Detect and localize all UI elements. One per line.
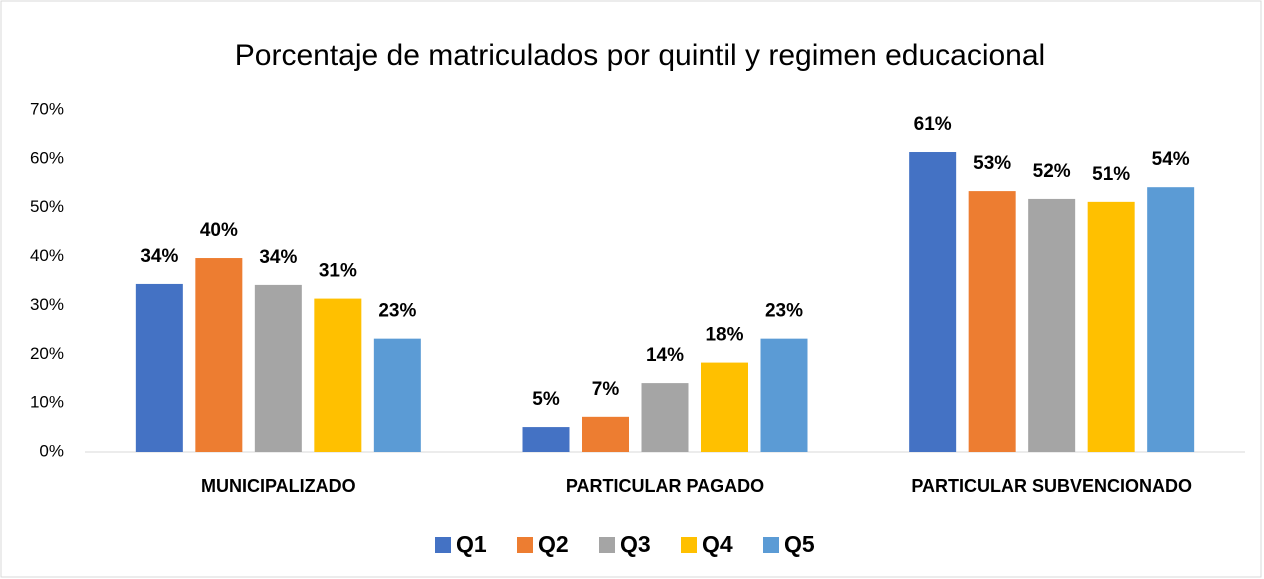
value-label: 5% [532, 389, 560, 410]
legend-swatch [435, 537, 451, 553]
x-tick-label: PARTICULAR SUBVENCIONADO [911, 476, 1192, 496]
y-tick-label: 40% [30, 246, 64, 265]
value-label: 54% [1152, 149, 1190, 170]
value-label: 40% [200, 220, 238, 241]
bar [373, 338, 421, 452]
value-label: 51% [1092, 164, 1130, 185]
bar [1147, 187, 1195, 453]
value-label: 31% [319, 261, 357, 282]
value-label: 7% [592, 379, 620, 400]
legend-label: Q3 [620, 531, 651, 557]
value-label: 34% [140, 246, 178, 267]
bar [760, 338, 808, 452]
bar [582, 416, 629, 452]
bar [968, 191, 1016, 453]
y-tick-label: 60% [30, 148, 64, 167]
bar [135, 283, 183, 452]
legend-swatch [599, 537, 615, 553]
bar [314, 298, 362, 452]
bar [254, 284, 302, 452]
bar [909, 152, 957, 452]
value-label: 18% [705, 325, 743, 346]
legend-swatch [681, 537, 697, 553]
value-label: 23% [765, 301, 803, 322]
bar [701, 362, 748, 452]
value-label: 52% [1033, 161, 1071, 182]
bar [641, 383, 689, 452]
legend-label: Q2 [538, 531, 569, 557]
legend-swatch [517, 537, 533, 553]
bar [1028, 198, 1076, 452]
legend-swatch [763, 537, 779, 553]
y-tick-label: 0% [39, 441, 64, 460]
bar [1087, 201, 1135, 452]
y-tick-label: 50% [30, 197, 64, 216]
value-label: 34% [259, 247, 297, 268]
x-tick-label: MUNICIPALIZADO [201, 476, 356, 496]
y-tick-label: 20% [30, 344, 64, 363]
value-label: 14% [646, 345, 684, 366]
value-label: 61% [914, 114, 952, 135]
value-label: 23% [378, 301, 416, 322]
y-tick-label: 10% [30, 393, 64, 412]
value-label: 53% [973, 153, 1011, 174]
chart-title: Porcentaje de matriculados por quintil y… [235, 39, 1045, 72]
legend-label: Q5 [784, 531, 815, 557]
legend-label: Q1 [456, 531, 487, 557]
x-tick-label: PARTICULAR PAGADO [566, 476, 764, 496]
legend-label: Q4 [702, 531, 733, 557]
bar [522, 427, 570, 452]
bar [195, 258, 243, 452]
y-tick-label: 30% [30, 295, 64, 314]
y-tick-label: 70% [30, 99, 64, 118]
